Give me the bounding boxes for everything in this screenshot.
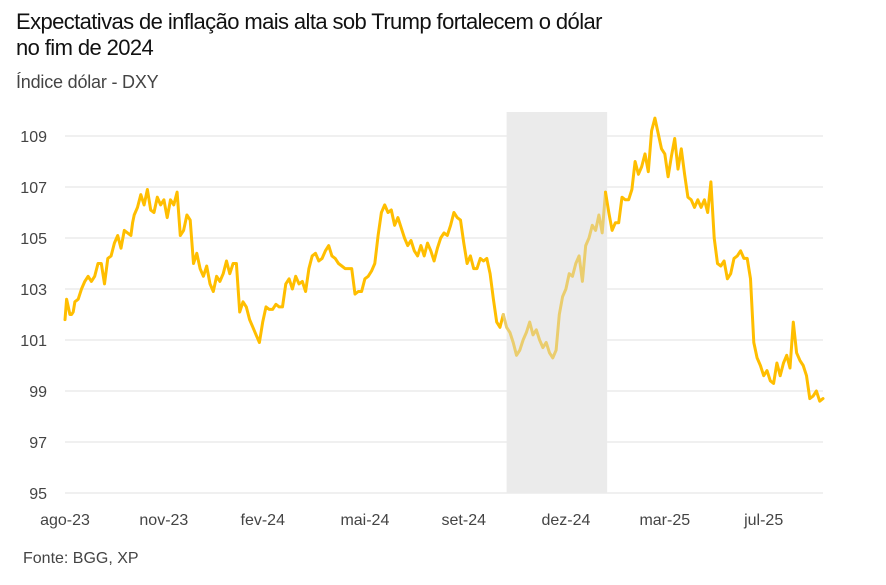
x-tick-label: jul-25 xyxy=(743,512,783,529)
y-tick-label: 103 xyxy=(20,282,47,299)
x-tick-label: dez-24 xyxy=(541,512,590,529)
source-note: Fonte: BGG, XP xyxy=(23,550,139,567)
chart-title-line-1: Expectativas de inflação mais alta sob T… xyxy=(16,9,602,34)
x-tick-label: fev-24 xyxy=(241,512,286,529)
dxy-line-highlighted-segment xyxy=(501,190,607,360)
dxy-line-segment xyxy=(604,116,825,403)
x-tick-label: mai-24 xyxy=(340,512,389,529)
y-tick-label: 101 xyxy=(20,333,47,350)
x-tick-label: mar-25 xyxy=(639,512,690,529)
chart-subtitle: Índice dólar - DXY xyxy=(16,72,159,92)
y-tick-label: 97 xyxy=(29,435,47,452)
y-tick-label: 95 xyxy=(29,486,47,503)
chart-title: Expectativas de inflação mais alta sob T… xyxy=(16,9,776,61)
y-tick-label: 109 xyxy=(20,129,47,146)
y-tick-label: 105 xyxy=(20,231,47,248)
y-tick-label: 107 xyxy=(20,180,47,197)
highlight-band xyxy=(506,112,608,493)
x-axis: ago-23 nov-23 fev-24 mai-24 set-24 dez-24 mar-… xyxy=(40,512,783,529)
series-layer xyxy=(63,116,825,403)
x-tick-label: set-24 xyxy=(442,512,487,529)
y-tick-label: 99 xyxy=(29,384,47,401)
y-axis: 109 107 105 103 101 99 97 95 xyxy=(20,129,47,503)
x-tick-label: ago-23 xyxy=(40,512,90,529)
x-tick-label: nov-23 xyxy=(139,512,188,529)
highlight-band-layer xyxy=(506,112,608,493)
dxy-line-segment xyxy=(63,188,505,344)
chart-title-line-2: no fim de 2024 xyxy=(16,35,154,60)
